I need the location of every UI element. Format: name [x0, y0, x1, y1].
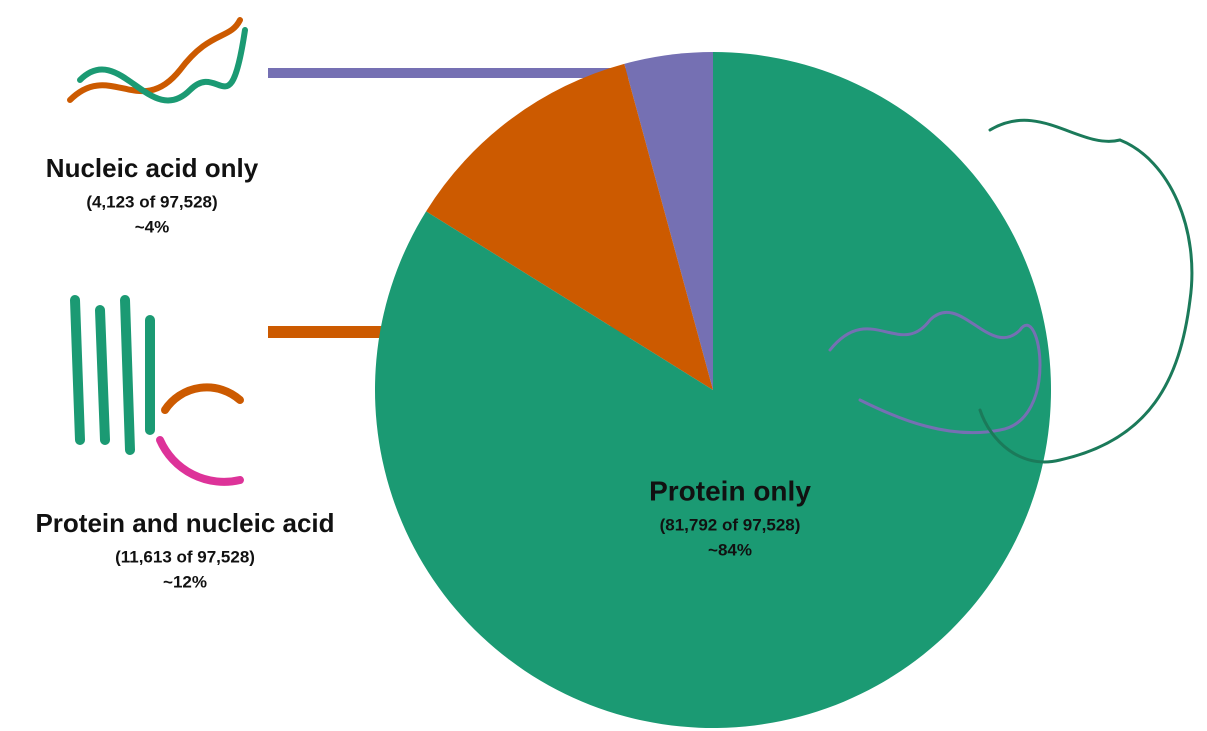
- percent-label: ~12%: [163, 572, 207, 591]
- protein-sheet: [70, 295, 155, 455]
- slice-label: Protein only: [649, 475, 811, 506]
- leader-bar: [268, 68, 628, 78]
- dna-arc: [156, 436, 244, 486]
- count-label: (11,613 of 97,528): [115, 547, 255, 566]
- count-label: (81,792 of 97,528): [660, 515, 801, 534]
- dna-strand: [67, 17, 243, 103]
- dna-arc: [161, 383, 244, 414]
- percent-label: ~84%: [708, 540, 752, 559]
- percent-label: ~4%: [135, 217, 170, 236]
- pie-slice: [426, 63, 713, 390]
- illustrations: [67, 17, 1194, 486]
- count-label: (4,123 of 97,528): [86, 192, 217, 211]
- pie-slice: [375, 52, 1051, 728]
- dna-strand: [77, 27, 248, 104]
- labels: Nucleic acid only (4,123 of 97,528) ~4% Pro…: [35, 153, 811, 592]
- slice-label: Nucleic acid only: [46, 153, 259, 183]
- pie-slice: [624, 52, 713, 390]
- protein-ribbon: [828, 311, 1042, 435]
- slices: [268, 52, 1051, 728]
- slice-label: Protein and nucleic acid: [35, 508, 334, 538]
- protein-ribbon: [978, 118, 1194, 464]
